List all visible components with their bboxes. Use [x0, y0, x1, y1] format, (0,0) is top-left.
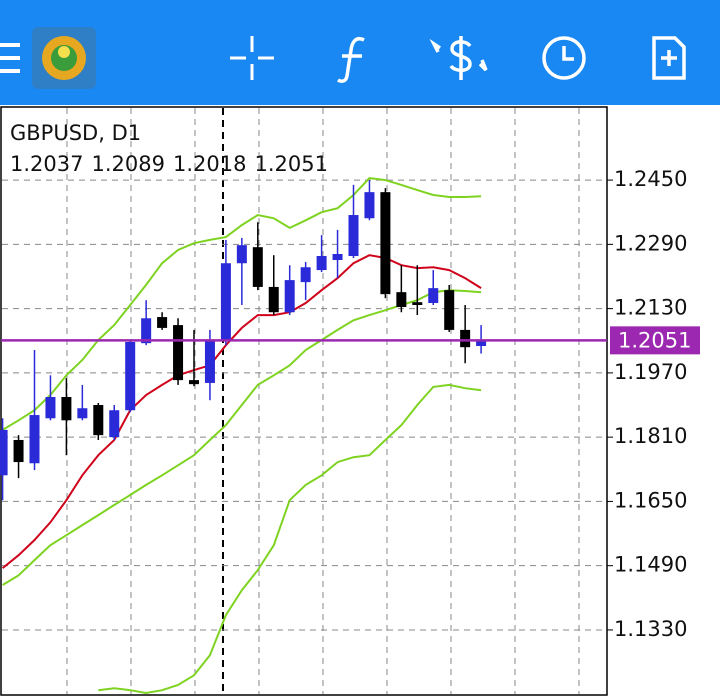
y-tick-label: 1.2130 — [614, 296, 687, 320]
candle-body — [204, 339, 215, 383]
candle-body — [316, 256, 327, 271]
plot-border — [0, 106, 608, 696]
candle-body — [428, 288, 439, 304]
candle-body — [157, 317, 168, 328]
y-tick-label: 1.2290 — [614, 231, 687, 255]
vertical-grid — [66, 108, 580, 694]
indicator-line — [1, 254, 482, 569]
ohlc-value: 1.2018 — [173, 152, 246, 176]
candle-body — [300, 267, 311, 283]
candle-body — [460, 329, 471, 348]
candle-body — [45, 396, 56, 419]
candle-body — [268, 286, 279, 313]
y-tick-label: 1.1330 — [614, 617, 687, 641]
y-tick-label: 1.1650 — [614, 488, 687, 512]
candle-body — [125, 341, 136, 411]
candle-body — [252, 247, 263, 287]
indicator-line — [98, 383, 482, 695]
candle-body — [77, 408, 88, 419]
candle-body — [380, 192, 391, 295]
y-tick-label: 1.1810 — [614, 424, 687, 448]
candle-body — [284, 280, 295, 313]
new-order-button[interactable] — [652, 36, 686, 80]
ohlc-value: 1.2089 — [91, 152, 164, 176]
candle-body — [109, 410, 120, 438]
candle-body — [332, 254, 343, 261]
symbol-title: GBPUSD, D1 — [10, 121, 141, 145]
history-button[interactable] — [542, 36, 586, 80]
candle-body — [396, 292, 407, 308]
ohlc-value: 1.2037 — [10, 152, 83, 176]
candle-body — [141, 318, 152, 344]
indicators-button[interactable] — [337, 37, 365, 83]
indicator-line — [2, 177, 482, 431]
app-logo[interactable] — [32, 27, 96, 89]
candle-body — [29, 415, 40, 464]
menu-button[interactable] — [0, 43, 20, 73]
candle-body — [189, 380, 199, 385]
crosshair-button[interactable] — [230, 36, 274, 80]
toolbar — [0, 0, 720, 105]
price-label-box — [610, 326, 700, 355]
trade-button[interactable] — [429, 36, 488, 80]
candle-body — [236, 245, 247, 264]
candle-body — [412, 302, 423, 306]
price-label: 1.2051 — [618, 328, 691, 352]
candle-body — [348, 215, 359, 257]
candle-body — [61, 396, 72, 421]
marks — [0, 177, 607, 695]
y-tick-label: 1.1970 — [614, 360, 687, 384]
candle-body — [13, 439, 24, 463]
candle-body — [173, 325, 184, 381]
candle-body — [364, 192, 375, 219]
y-tick-label: 1.2450 — [614, 167, 687, 191]
candle-body — [93, 405, 104, 436]
candle-body — [444, 290, 455, 330]
candle-body — [0, 429, 8, 476]
ohlc-value: 1.2051 — [254, 152, 327, 176]
candle-body — [220, 263, 231, 340]
candle-body — [476, 340, 487, 346]
y-tick-label: 1.1490 — [614, 553, 687, 577]
